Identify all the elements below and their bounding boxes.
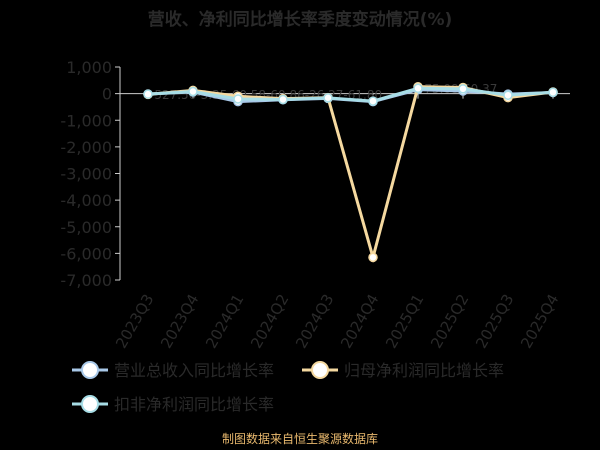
x-tick-label: 2025Q3: [472, 291, 517, 352]
series-2-point: [233, 94, 243, 104]
series-1-point: [368, 252, 378, 263]
legend-marker-0: [81, 361, 99, 379]
series-2-point: [413, 83, 423, 94]
x-tick-label: 2025Q1: [382, 291, 427, 352]
y-tick-label: 1,000: [66, 58, 112, 77]
y-tick-label: 0: [102, 85, 112, 104]
legend-marker-2: [81, 395, 99, 413]
series-2-point: [143, 89, 153, 99]
axes: 1,000 0 -1,000 -2,000 -3,000 -4,000 -5,000 -6,0…: [60, 58, 570, 352]
x-tick-label: 2024Q4: [337, 291, 382, 352]
x-tick-label: 2024Q2: [247, 291, 292, 352]
y-tick-label: -2,000: [60, 138, 112, 157]
series-line-1: [147, 85, 554, 264]
y-tick-label: -7,000: [60, 271, 112, 290]
source-note: 制图数据来自恒生聚源数据库: [222, 431, 378, 446]
x-tick-label: 2025Q4: [517, 291, 562, 352]
series-2-point: [323, 93, 333, 103]
x-tick-label: 2023Q4: [157, 291, 202, 352]
legend-label-0: 营业总收入同比增长率: [114, 361, 274, 380]
y-tick-label: -1,000: [60, 111, 112, 130]
series-2-point: [503, 90, 513, 100]
y-tick-label: -5,000: [60, 218, 112, 237]
y-tick-label: -4,000: [60, 191, 112, 210]
x-tick-label: 2025Q2: [427, 291, 472, 352]
series-2-point: [278, 94, 288, 105]
series-2-point: [548, 87, 558, 98]
y-tick-label: -3,000: [60, 165, 112, 184]
legend-label-2: 扣非净利润同比增长率: [114, 395, 274, 414]
series-layer: [143, 81, 558, 264]
x-tick-label: 2023Q3: [112, 291, 157, 352]
series-2-point: [368, 96, 378, 106]
series-2-point: [458, 84, 468, 94]
x-tick-label: 2024Q3: [292, 291, 337, 352]
legend-label-1: 归母净利润同比增长率: [344, 361, 504, 380]
chart-title: 营收、净利同比增长率季度变动情况(%): [148, 9, 453, 30]
series-2-point: [188, 86, 198, 97]
series-line-2: [147, 86, 554, 103]
y-tick-label: -6,000: [60, 244, 112, 263]
legend-marker-1: [311, 361, 329, 379]
x-tick-label: 2024Q1: [202, 291, 247, 352]
